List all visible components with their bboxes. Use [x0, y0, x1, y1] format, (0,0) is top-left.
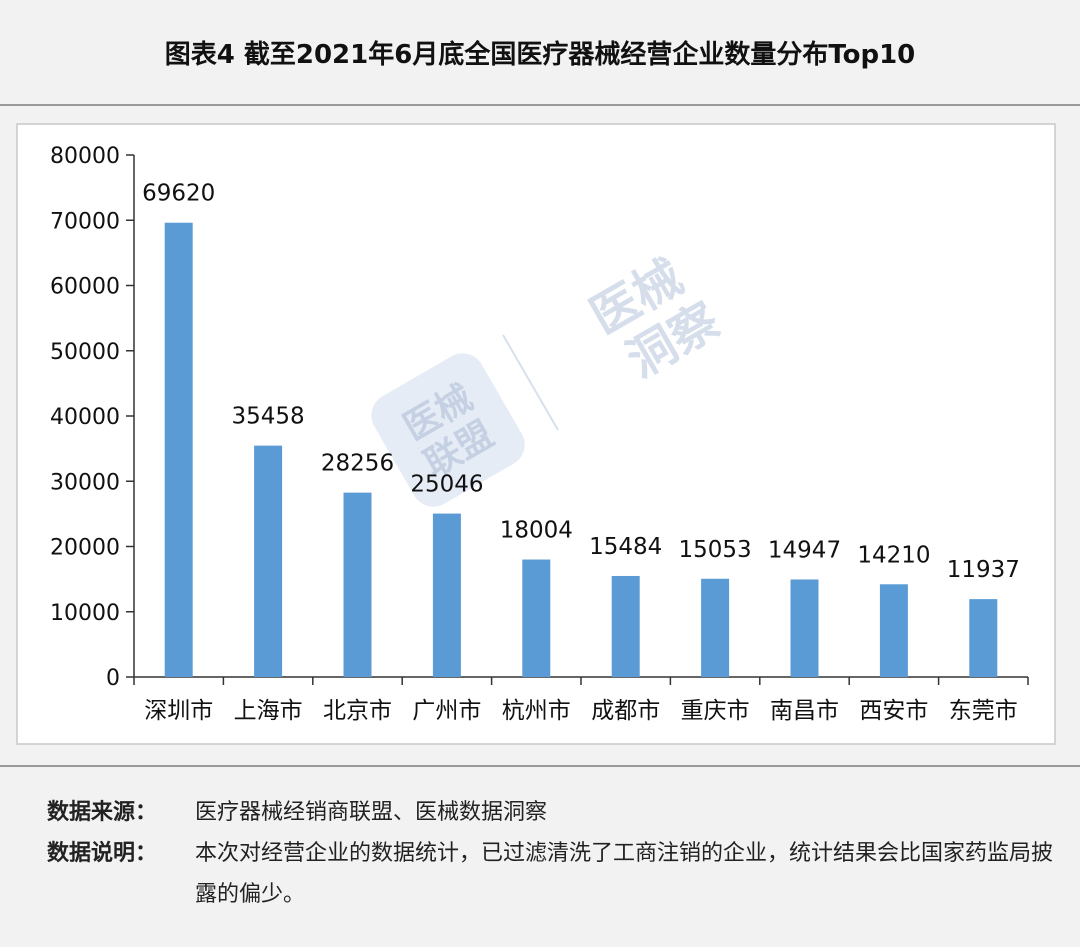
x-tick-label-5: 成都市	[591, 698, 660, 724]
data-label-1: 35458	[232, 404, 305, 430]
x-tick-label-1: 上海市	[234, 698, 303, 724]
data-label-5: 15484	[589, 534, 662, 560]
bar-0	[164, 222, 193, 677]
bar-3	[432, 513, 461, 677]
y-tick-label: 80000	[50, 144, 120, 169]
source-text: 医疗器械经销商联盟、医械数据洞察	[195, 800, 548, 825]
x-tick-label-4: 杭州市	[502, 698, 571, 724]
bar-6	[701, 578, 730, 677]
y-tick-label: 40000	[50, 405, 120, 430]
data-label-9: 11937	[947, 557, 1020, 583]
note-text: 本次对经营企业的数据统计，已过滤清洗了工商注销的企业，统计结果会比国家药监局披露…	[195, 841, 1054, 907]
y-tick-label: 10000	[50, 601, 120, 626]
x-tick-label-9: 东莞市	[949, 698, 1018, 724]
header: 图表4 截至2021年6月底全国医疗器械经营企业数量分布Top10	[0, 0, 1080, 106]
source-row: 数据来源： 医疗器械经销商联盟、医械数据洞察	[47, 792, 1057, 833]
chart-panel: 医械 联盟 医械 洞察 0 10000 20000 30000 40000 50000 60000 7…	[16, 123, 1056, 745]
data-label-7: 14947	[768, 537, 841, 563]
bar-1	[254, 445, 283, 677]
data-label-4: 18004	[500, 518, 573, 544]
x-tick-label-2: 北京市	[323, 698, 392, 724]
y-tick-label: 20000	[50, 536, 120, 561]
bar-4	[522, 559, 551, 677]
source-label: 数据来源：	[47, 800, 158, 825]
chart-title: 图表4 截至2021年6月底全国医疗器械经营企业数量分布Top10	[164, 39, 916, 70]
x-tick-label-6: 重庆市	[681, 698, 750, 724]
bar-7	[790, 579, 819, 677]
y-tick-label: 30000	[50, 470, 120, 495]
watermark-divider	[502, 334, 559, 431]
bar-9	[969, 599, 998, 677]
y-tick-label: 0	[106, 666, 120, 691]
x-tick-label-0: 深圳市	[144, 698, 213, 724]
data-label-0: 69620	[142, 181, 215, 207]
x-tick-label-8: 西安市	[859, 698, 928, 724]
x-tick-label-3: 广州市	[412, 698, 481, 724]
bar-8	[879, 584, 908, 677]
footer: 数据来源： 医疗器械经销商联盟、医械数据洞察 数据说明： 本次对经营企业的数据统…	[47, 792, 1057, 915]
watermark-badge	[371, 353, 525, 507]
y-tick-label: 60000	[50, 275, 120, 300]
x-tick-label-7: 南昌市	[770, 698, 839, 724]
bar-2	[343, 492, 372, 677]
note-label: 数据说明：	[47, 841, 158, 866]
y-tick-label: 70000	[50, 209, 120, 234]
data-label-2: 28256	[321, 451, 394, 477]
data-label-6: 15053	[679, 537, 752, 563]
y-tick-label: 50000	[50, 340, 120, 365]
data-label-3: 25046	[410, 472, 483, 498]
data-label-8: 14210	[857, 542, 930, 568]
bar-5	[611, 575, 640, 677]
footer-divider	[0, 765, 1080, 767]
note-row: 数据说明： 本次对经营企业的数据统计，已过滤清洗了工商注销的企业，统计结果会比国…	[47, 833, 1057, 915]
